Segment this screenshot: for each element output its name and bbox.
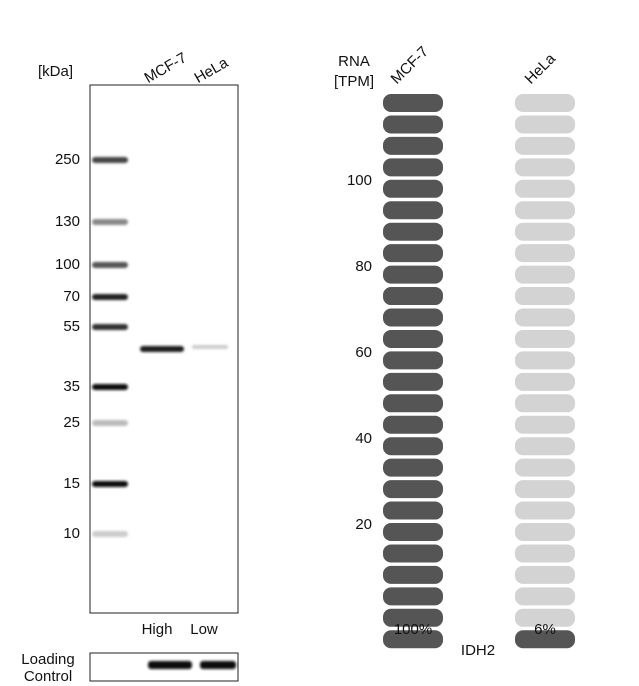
rna-pill [383,501,443,520]
rna-pill [383,587,443,606]
rna-pill [383,265,443,284]
lane-label: MCF-7 [388,43,432,87]
rna-pill [383,372,443,391]
ladder-band [92,481,128,487]
rna-pill [383,565,443,584]
rna-pill [515,201,575,220]
rna-pill [383,351,443,370]
gene-label: IDH2 [461,642,495,659]
rna-pill [515,437,575,456]
marker-label: 35 [63,378,80,395]
marker-label: 10 [63,525,80,542]
rna-pill [515,244,575,263]
y-tick-label: 80 [355,258,372,275]
rna-pill [515,308,575,327]
rna-pill [515,94,575,112]
rna-pill [383,136,443,155]
rna-column [515,94,575,649]
rna-pill [515,287,575,306]
rna-pill [515,179,575,198]
rna-pill [383,480,443,499]
rna-pill [515,501,575,520]
loading-band [148,661,192,669]
ladder [92,157,128,537]
rna-pill [383,244,443,263]
rna-pill [515,158,575,177]
ladder-band [92,294,128,300]
y-tick-label: 100 [347,172,372,189]
ladder-band [92,219,128,225]
band [192,345,228,349]
loading-band [200,661,236,669]
ladder-band [92,262,128,268]
unit-label: [kDa] [38,63,73,80]
rna-pill [383,287,443,306]
marker-label: 250 [55,151,80,168]
rna-pill [515,608,575,627]
loading-label: Loading [21,651,74,668]
marker-label: 130 [55,213,80,230]
axis-label: RNA [338,53,370,70]
marker-label: 55 [63,318,80,335]
y-tick-label: 40 [355,430,372,447]
rna-pill [383,222,443,241]
rna-pill [383,394,443,413]
rna-pill [515,394,575,413]
rna-pill [383,329,443,348]
rna-pill [515,351,575,370]
rna-pill [515,136,575,155]
marker-label: 70 [63,288,80,305]
ladder-band [92,384,128,390]
rna-pill [383,201,443,220]
ladder-band [92,531,128,537]
rna-pill [383,458,443,477]
lane-label: HeLa [191,54,231,87]
y-tick-label: 60 [355,344,372,361]
rna-pill [515,329,575,348]
value-label: 100% [394,621,432,638]
lane-label: MCF-7 [141,49,189,87]
rna-pill [515,630,575,649]
marker-label: 100 [55,256,80,273]
rna-column [383,94,443,649]
marker-label: 25 [63,414,80,431]
rna-pill [515,115,575,134]
marker-label: 15 [63,475,80,492]
rna-pill [383,523,443,541]
level-label: High [142,621,173,638]
value-label: 6% [534,621,556,638]
band [140,346,184,352]
rna-pill [383,437,443,456]
rna-pill [383,158,443,177]
rna-pill [383,544,443,563]
ladder-band [92,420,128,426]
rna-pill [515,565,575,584]
rna-pill [515,265,575,284]
rna-pill [515,523,575,541]
rna-pill [383,308,443,327]
rna-pill [383,608,443,627]
rna-pill [383,115,443,134]
rna-pill [383,94,443,112]
rna-pill [515,415,575,434]
lane-label: HeLa [522,50,560,88]
y-tick-label: 20 [355,516,372,533]
axis-label: [TPM] [334,73,374,90]
rna-pill [515,222,575,241]
level-label: Low [190,621,218,638]
rna-pill [515,458,575,477]
ladder-band [92,157,128,163]
rna-pill [515,587,575,606]
rna-pill [515,480,575,499]
rna-pill [383,630,443,649]
ladder-band [92,324,128,330]
rna-pill [515,372,575,391]
loading-label: Control [24,668,72,685]
rna-pill [383,415,443,434]
rna-pill [515,544,575,563]
rna-pill [383,179,443,198]
